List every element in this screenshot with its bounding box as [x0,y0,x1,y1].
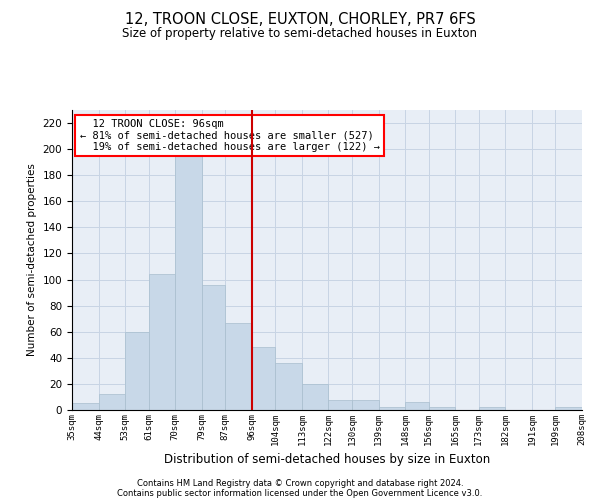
Bar [275,363,302,410]
Bar [429,408,455,410]
Bar [479,408,505,410]
Bar [252,348,275,410]
Bar [98,394,125,410]
Bar [302,384,328,410]
X-axis label: Distribution of semi-detached houses by size in Euxton: Distribution of semi-detached houses by … [164,454,490,466]
Bar [405,402,429,410]
Text: Size of property relative to semi-detached houses in Euxton: Size of property relative to semi-detach… [122,28,478,40]
Bar [125,332,149,410]
Text: 12, TROON CLOSE, EUXTON, CHORLEY, PR7 6FS: 12, TROON CLOSE, EUXTON, CHORLEY, PR7 6F… [125,12,475,28]
Text: Contains public sector information licensed under the Open Government Licence v3: Contains public sector information licen… [118,488,482,498]
Text: 12 TROON CLOSE: 96sqm
← 81% of semi-detached houses are smaller (527)
  19% of s: 12 TROON CLOSE: 96sqm ← 81% of semi-deta… [80,119,380,152]
Bar [175,156,202,410]
Bar [149,274,175,410]
Text: Contains HM Land Registry data © Crown copyright and database right 2024.: Contains HM Land Registry data © Crown c… [137,478,463,488]
Y-axis label: Number of semi-detached properties: Number of semi-detached properties [27,164,37,356]
Bar [556,408,582,410]
Bar [202,285,225,410]
Bar [379,408,405,410]
Bar [328,400,352,410]
Bar [72,404,98,410]
Bar [352,400,379,410]
Bar [225,322,252,410]
